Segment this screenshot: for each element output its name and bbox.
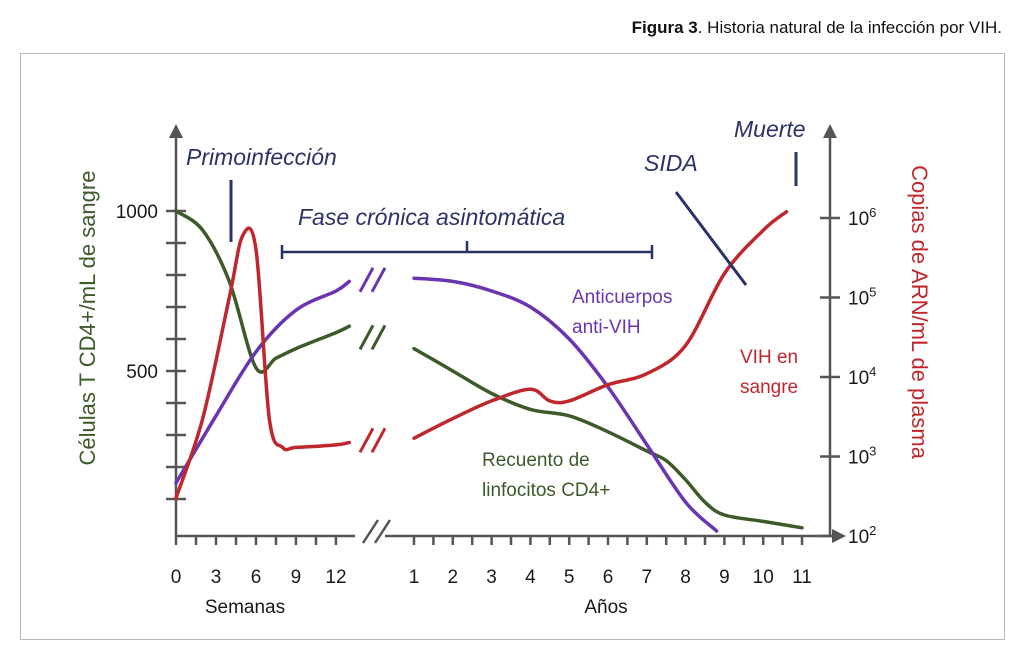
phase-label-fase-cronica: Fase crónica asintomática [298,204,565,230]
x-tick-label-years: 1 [409,567,420,588]
phase-label-muerte: Muerte [734,116,806,142]
x-axis-title-weeks: Semanas [205,597,285,618]
x-tick-label-weeks: 0 [171,567,182,588]
series-line-hiv-rna-years [412,209,789,440]
series-break-mark-anti-hiv-antibodies [358,267,375,293]
right-tick-label: 106 [848,205,876,230]
x-tick-label-weeks: 12 [325,567,346,588]
x-axis-break-mark [373,519,392,544]
right-tick-label: 104 [848,364,876,389]
x-tick-label-years: 9 [719,567,730,588]
phase-label-primoinfeccion: Primoinfección [186,144,337,170]
annotations: Recuento de linfocitos CD4+ Anticuerpos ant… [186,116,806,501]
figure-frame [20,53,1005,640]
series-group [174,209,804,533]
caption-text: . Historia natural de la infección por V… [697,18,1002,37]
left-axis-title: Células T CD4+/mL de sangre [75,171,100,466]
series-label-hiv-rna: VIH en sangre [740,347,798,398]
x-tick-label-weeks: 9 [291,567,302,588]
x-axis-title-years: Años [584,597,627,618]
left-tick-label: 500 [126,362,158,383]
series-break-mark-cd4-count [370,324,387,351]
caption-figure-number: Figura 3 [631,18,698,37]
series-break-mark-hiv-rna [358,427,375,454]
x-tick-label-years: 2 [448,567,459,588]
series-label-anti-hiv-antibodies: Anticuerpos anti-VIH [572,287,672,338]
x-tick-label-years: 6 [603,567,614,588]
phase-label-sida: SIDA [644,150,698,176]
x-axis-arrow-icon [832,529,846,543]
x-tick-label-years: 8 [680,567,691,588]
series-line-anti-hiv-antibodies-years [412,276,719,533]
right-axis-arrow-icon [823,124,837,138]
x-tick-label-weeks: 6 [251,567,262,588]
series-line-cd4-count-years [412,346,804,530]
x-tick-label-years: 7 [642,567,653,588]
series-break-mark-anti-hiv-antibodies [370,267,387,293]
series-break-mark-cd4-count [358,324,375,351]
right-tick-label: 105 [848,285,876,310]
x-tick-label-weeks: 3 [211,567,222,588]
series-label-cd4-count: Recuento de linfocitos CD4+ [482,450,610,501]
phase-marker-sida [674,191,748,286]
x-tick-label-years: 3 [486,567,497,588]
left-axis-arrow-icon [169,124,183,138]
right-tick-label: 102 [848,523,876,548]
x-tick-label-years: 5 [564,567,575,588]
x-axis-break-mark [361,519,380,544]
x-tick-label-years: 11 [792,567,812,588]
right-axis-title: Copias de ARN/mL de plasma [907,165,932,460]
right-tick-label: 103 [848,444,876,469]
series-line-hiv-rna-weeks [174,226,352,500]
x-tick-label-years: 4 [525,567,536,588]
series-line-anti-hiv-antibodies-weeks [174,279,352,485]
series-break-mark-hiv-rna [370,427,387,454]
figure-caption: Figura 3. Historia natural de la infecci… [632,18,1002,38]
x-tick-label-years: 10 [753,567,774,588]
left-tick-label: 1000 [116,202,158,223]
